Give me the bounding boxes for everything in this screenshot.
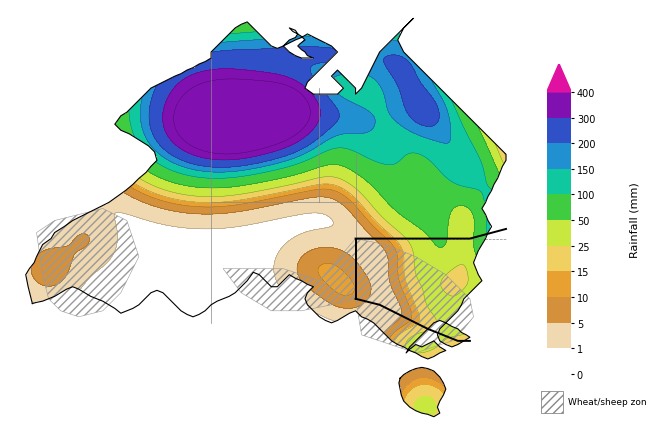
PathPatch shape [26,19,506,359]
Bar [547,323,571,348]
Y-axis label: Rainfall (mm): Rainfall (mm) [630,181,639,257]
PathPatch shape [399,368,446,417]
Bar [547,92,571,118]
Bar [547,195,571,221]
Bar [547,221,571,246]
Text: Wheat/sheep zone: Wheat/sheep zone [568,397,647,406]
Bar [547,118,571,144]
Polygon shape [547,64,571,92]
Bar [547,272,571,297]
Bar [547,348,571,374]
Bar [547,246,571,272]
Bar [547,169,571,195]
Bar [547,144,571,169]
Bar [547,297,571,323]
Bar [542,391,564,413]
